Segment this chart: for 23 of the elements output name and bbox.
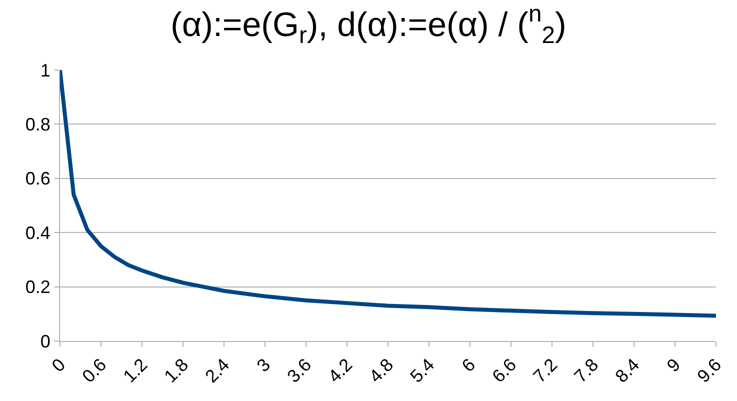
x-tick-label: 6.6 [488,354,520,386]
x-tick-label: 7.8 [570,354,602,386]
y-tick-label: 0.8 [25,114,50,134]
x-tick-label: 9 [662,354,684,376]
y-tick-label: 0.2 [25,277,50,298]
x-tick-label: 8.4 [611,354,644,386]
x-tick-label: 0.6 [78,354,110,386]
chart-title: (α):=e(G$_{r}$), d(α):=e(α) / ($^{n}$$_{2}$) [170,0,566,49]
y-tick-label: 1 [40,60,50,80]
x-tick-label: 5.4 [406,354,438,386]
y-tick-label: 0 [40,331,50,352]
x-tick-label: 4.8 [365,354,398,386]
x-tick-label: 3 [252,354,274,376]
x-tick-label: 1.2 [119,354,152,386]
y-tick-label: 0.4 [25,222,50,243]
x-tick-label: 4.2 [324,354,356,386]
x-tick-label: 1.8 [160,354,192,386]
x-tick-label: 9.6 [693,354,726,386]
x-tick-label: 2.4 [201,354,234,386]
x-tick-label: 7.2 [529,354,562,386]
x-tick-label: 3.6 [283,354,316,386]
x-tick-label: 6 [458,354,480,376]
y-tick-label: 0.6 [25,168,50,189]
